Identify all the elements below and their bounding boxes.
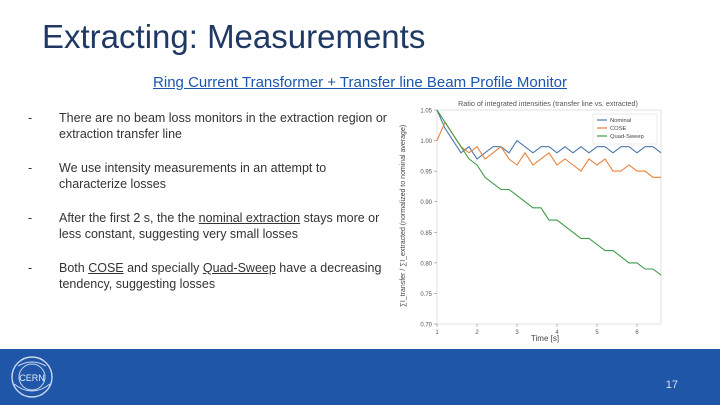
bullet-dash: - — [28, 211, 33, 225]
x-tick-label: 6 — [635, 330, 639, 336]
series-line-quad-sweep — [436, 109, 662, 276]
plot-area — [436, 109, 662, 325]
y-tick-label: 0.75 — [420, 292, 432, 298]
legend-label: COSE — [610, 126, 627, 132]
x-tick-label: 5 — [595, 330, 599, 336]
chart-title: Ratio of integrated intensities (transfe… — [458, 100, 638, 108]
bullet-text-part: stays more or less constant, suggesting … — [59, 211, 380, 241]
quad-sweep-term: Quad-Sweep — [202, 261, 276, 275]
x-tick-label: 1 — [435, 330, 439, 336]
x-tick-label: 3 — [515, 330, 519, 336]
bullet-text: There are no beam loss monitors in the e… — [59, 111, 387, 141]
legend-box — [592, 113, 658, 145]
y-tick-label: 1.00 — [420, 139, 432, 145]
nominal-extraction-term: nominal extraction — [198, 211, 301, 225]
bullet-text-part: Both — [59, 261, 89, 275]
bullet-dash: - — [28, 161, 33, 175]
bullet-text-part: have a decreasing tendency, suggesting l… — [59, 261, 382, 291]
y-tick-label: 0.85 — [420, 231, 432, 237]
cose-term: COSE — [88, 261, 124, 275]
slide-subtitle: Ring Current Transformer + Transfer line… — [153, 74, 567, 91]
bullet-dash: - — [28, 261, 33, 275]
y-tick-label: 1.05 — [420, 109, 432, 115]
bullet-text: After the first 2 s, the the nominal ext… — [59, 210, 389, 242]
series-line-nominal — [436, 109, 662, 160]
bullet-text-part: and specially — [123, 261, 203, 275]
bullet-text: We use intensity measurements in an atte… — [59, 161, 327, 191]
chart-y-axis-label: ∑I_transfer / ∑I_extracted (normalized t… — [400, 125, 407, 307]
slide-title: Extracting: Measurements — [42, 18, 426, 55]
bullet-text-part: After the first 2 s, the the — [59, 211, 199, 225]
y-tick-label: 0.95 — [420, 170, 432, 176]
footer-bar: CERN 17 — [0, 349, 720, 405]
x-tick-label: 2 — [475, 330, 479, 336]
cern-logo-text: CERN — [19, 373, 45, 383]
intensity-ratio-chart: Ratio of integrated intensities (transfe… — [400, 100, 662, 343]
y-tick-label: 0.70 — [420, 323, 432, 329]
series-line-cose — [436, 121, 661, 178]
bullet-dash: - — [28, 111, 33, 125]
legend-label: Nominal — [610, 118, 631, 124]
cern-logo-icon: CERN — [11, 356, 53, 398]
bullet-text: Both COSE and specially Quad-Sweep have … — [59, 260, 389, 292]
legend-label: Quad-Sweep — [610, 134, 644, 140]
chart-x-axis-label: Time [s] — [531, 334, 559, 343]
y-tick-label: 0.80 — [420, 261, 432, 267]
x-tick-label: 4 — [555, 330, 559, 336]
page-number: 17 — [665, 379, 678, 391]
y-tick-label: 0.90 — [420, 200, 432, 206]
